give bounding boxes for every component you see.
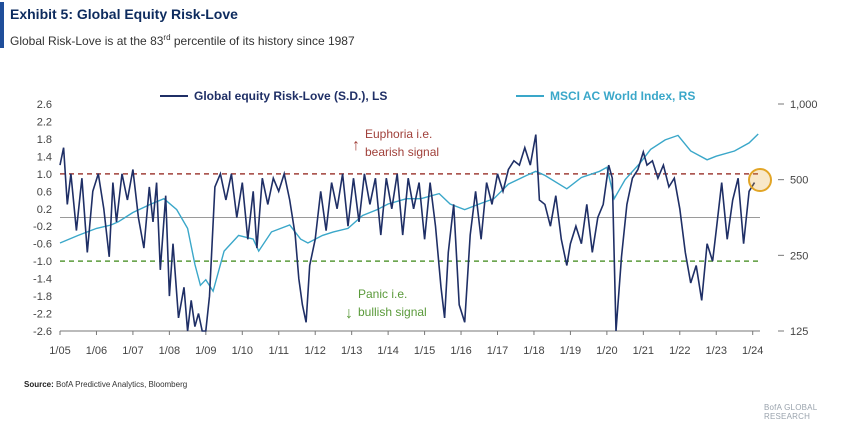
panic-label-line1: Panic i.e.	[358, 287, 407, 301]
brand-footer: BofA GLOBAL RESEARCH	[764, 403, 818, 421]
x-tick-label: 1/13	[341, 345, 362, 357]
left-tick-label: 1.4	[37, 151, 52, 163]
series-line-risk-love	[59, 134, 756, 332]
panic-arrow-icon: ↓	[345, 305, 353, 322]
x-tick-label: 1/11	[268, 345, 289, 357]
left-tick-label: -0.2	[33, 221, 52, 233]
x-tick-label: 1/10	[232, 345, 253, 357]
legend-label-msci: MSCI AC World Index, RS	[550, 89, 695, 103]
right-tick-label: 125	[790, 326, 808, 338]
left-tick-label: 0.6	[37, 186, 52, 198]
right-tick-label: 250	[790, 250, 808, 262]
x-tick-label: 1/07	[122, 345, 143, 357]
x-tick-label: 1/14	[377, 345, 398, 357]
x-tick-label: 1/17	[487, 345, 508, 357]
euphoria-label-line2: bearish signal	[365, 145, 439, 159]
x-tick-label: 1/20	[596, 345, 617, 357]
subtitle-post: percentile of its history since 1987	[170, 34, 355, 48]
euphoria-label-line1: Euphoria i.e.	[365, 127, 432, 141]
subtitle-pre: Global Risk-Love is at the 83	[10, 34, 164, 48]
source-note: Source: BofA Predictive Analytics, Bloom…	[24, 380, 187, 389]
right-tick-label: 500	[790, 175, 808, 187]
source-label: Source:	[24, 380, 54, 389]
left-tick-label: 2.2	[37, 116, 52, 128]
left-tick-label: 0.2	[37, 204, 52, 216]
x-tick-label: 1/12	[304, 345, 325, 357]
left-tick-label: 1.0	[37, 169, 52, 181]
x-tick-label: 1/16	[450, 345, 471, 357]
x-tick-label: 1/21	[633, 345, 654, 357]
left-tick-label: -1.0	[33, 256, 52, 268]
x-tick-label: 1/05	[49, 345, 70, 357]
x-tick-label: 1/09	[195, 345, 216, 357]
right-tick-label: 1,000	[790, 99, 818, 111]
subtitle-sup: rd	[163, 33, 171, 42]
x-tick-label: 1/19	[560, 345, 581, 357]
x-tick-label: 1/18	[523, 345, 544, 357]
left-tick-label: -1.8	[33, 291, 52, 303]
left-tick-label: -2.6	[33, 326, 52, 338]
title-accent-bar	[0, 2, 4, 48]
current-reading-highlight	[748, 168, 772, 192]
x-tick-label: 1/08	[159, 345, 180, 357]
left-tick-label: -2.2	[33, 309, 52, 321]
euphoria-arrow-icon: ↑	[352, 137, 360, 154]
panic-label-line2: bullish signal	[358, 305, 427, 319]
x-tick-label: 1/22	[669, 345, 690, 357]
x-tick-label: 1/23	[706, 345, 727, 357]
x-tick-label: 1/06	[86, 345, 107, 357]
left-tick-label: -0.6	[33, 239, 52, 251]
left-tick-label: 1.8	[37, 134, 52, 146]
left-tick-label: -1.4	[33, 274, 52, 286]
x-tick-label: 1/15	[414, 345, 435, 357]
legend-label-risk-love: Global equity Risk-Love (S.D.), LS	[194, 89, 387, 103]
left-tick-label: 2.6	[37, 99, 52, 111]
exhibit-title: Exhibit 5: Global Equity Risk-Love	[10, 6, 238, 22]
exhibit-subtitle: Global Risk-Love is at the 83rd percenti…	[10, 33, 355, 48]
x-tick-label: 1/24	[742, 345, 763, 357]
source-text: BofA Predictive Analytics, Bloomberg	[53, 380, 188, 389]
